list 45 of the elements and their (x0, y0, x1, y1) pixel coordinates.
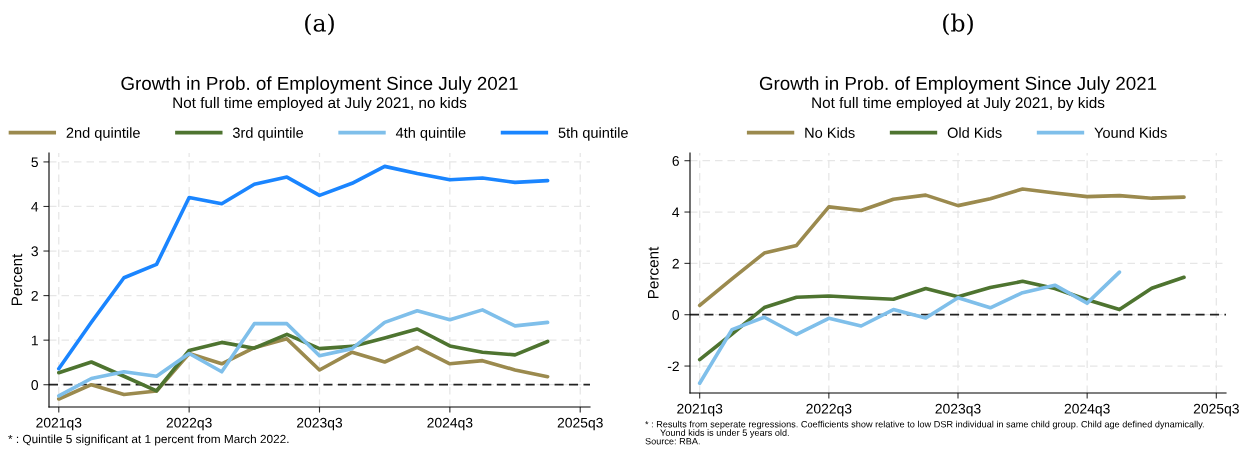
legend-label: 3rd quintile (232, 127, 304, 141)
x-tick-label: 2025q3 (557, 417, 603, 431)
line-series (697, 187, 1186, 308)
chart-subtitle: Not full time employed at July 2021, no kids (173, 96, 467, 112)
legend-label: 2nd quintile (66, 127, 140, 141)
chart-title: Growth in Prob. of Employment Since July 2021 (121, 76, 518, 94)
text: (a) (305, 13, 334, 36)
legend-label: Yound Kids (1094, 127, 1167, 138)
line-series (56, 164, 550, 371)
y-tick-label: 4 (31, 201, 39, 212)
x-tick-label: 2023q3 (935, 403, 981, 417)
text: * : Quintile 5 significant at 1 percent from March 2022. (8, 434, 289, 446)
y-tick-label: 5 (31, 157, 38, 168)
y-tick-label: 4 (672, 207, 680, 218)
y-tick-label: 0 (672, 310, 680, 320)
y-tick-label: 6 (672, 156, 679, 166)
chart-title: Growth in Prob. of Employment Since July 2021 (759, 76, 1157, 94)
legend-label: 5th quintile (558, 127, 628, 141)
y-tick-label: -2 (667, 361, 679, 372)
y-tick-label: 0 (31, 380, 39, 390)
text: * : Results from seperate regressions. Coefficients show relative to low DSR individual in same child group. Child age defined dynamically. (645, 420, 1204, 430)
y-tick-label: 3 (31, 246, 38, 257)
legend-label: 4th quintile (395, 127, 466, 141)
x-tick-label: 2024q3 (1064, 403, 1110, 417)
line-series (56, 308, 550, 398)
legend-label: Old Kids (947, 127, 1002, 138)
x-tick-label: 2021q3 (36, 417, 82, 431)
source-note: Source: RBA. (645, 437, 700, 445)
y-tick-label: 1 (31, 335, 38, 346)
y-axis-title: Percent (11, 253, 23, 306)
legend-label: No Kids (805, 127, 855, 138)
x-tick-label: 2021q3 (677, 403, 723, 417)
x-tick-label: 2022q3 (166, 417, 212, 431)
line-series (56, 327, 550, 393)
line-series (697, 270, 1122, 386)
chart-subtitle: Not full time employed at July 2021, by kids (812, 96, 1105, 112)
y-tick-label: 2 (31, 290, 38, 301)
x-tick-label: 2023q3 (297, 417, 343, 431)
y-tick-label: 2 (672, 258, 679, 269)
x-tick-label: 2022q3 (806, 403, 852, 417)
x-tick-label: 2025q3 (1193, 403, 1239, 417)
y-axis-title: Percent (648, 246, 659, 299)
x-tick-label: 2024q3 (427, 417, 473, 431)
text: Yound kids is under 5 years old. (660, 429, 789, 438)
text: (b) (943, 13, 973, 36)
